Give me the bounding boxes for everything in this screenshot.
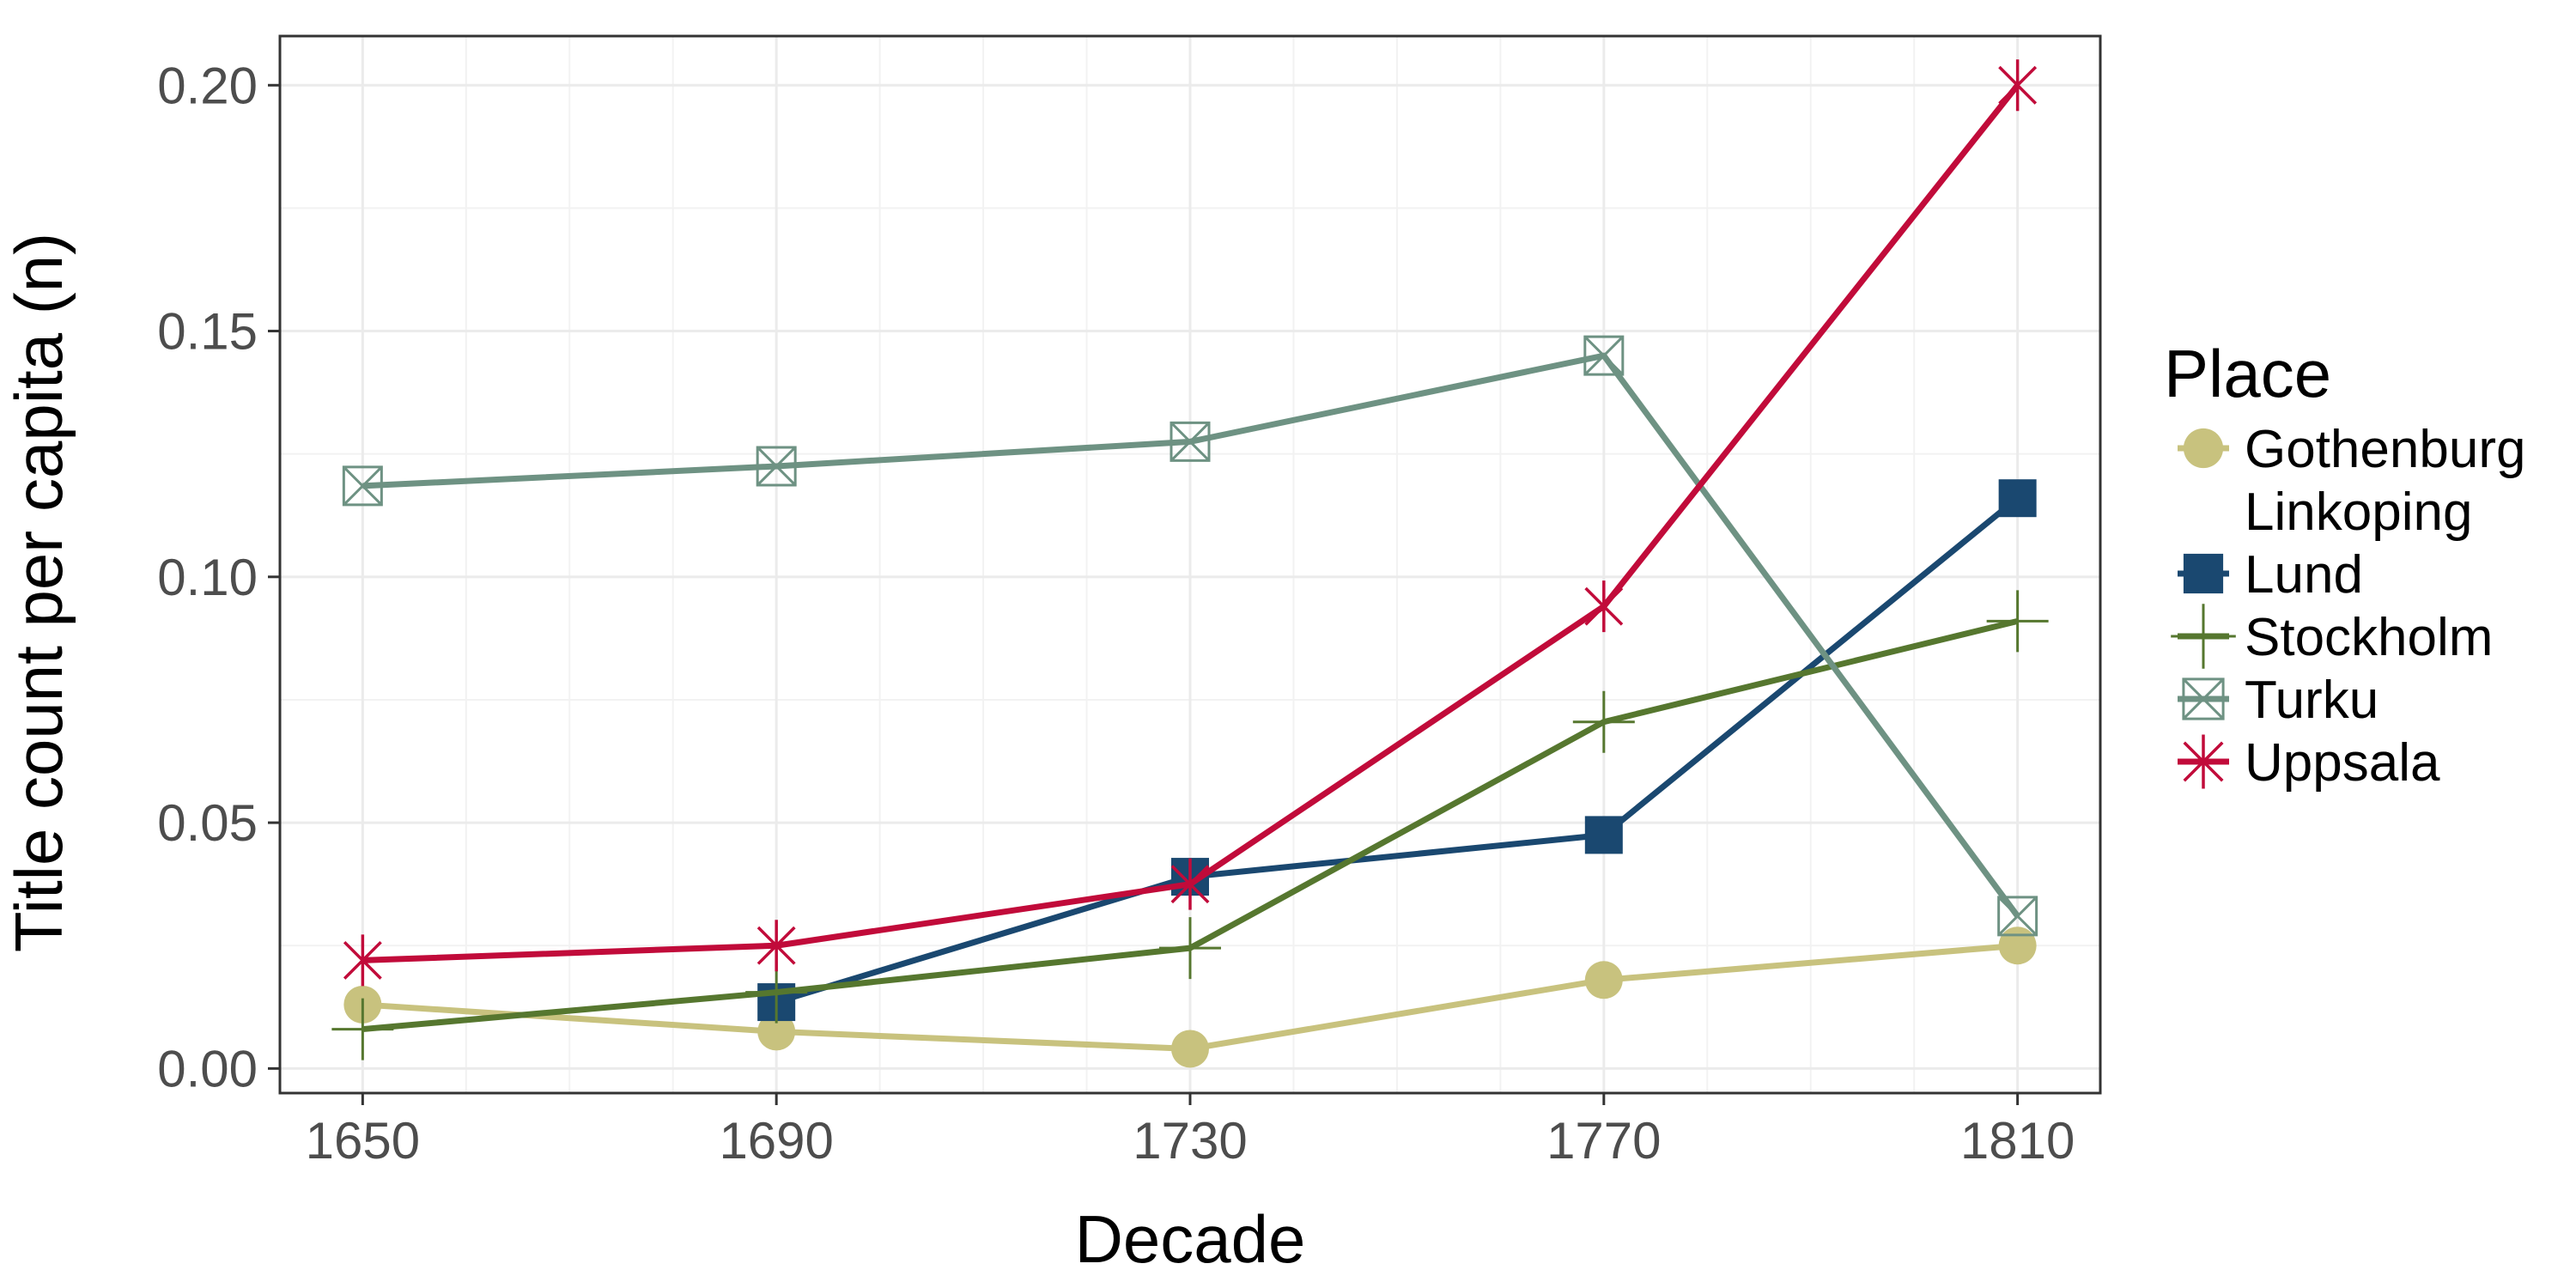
x-tick-label: 1810 (1960, 1112, 2075, 1170)
data-point-uppsala (343, 934, 382, 987)
data-point-stockholm (1986, 590, 2049, 653)
legend: Place GothenburgLinkopingLundStockholmTu… (2164, 336, 2525, 793)
series-line-lund (775, 495, 2020, 1005)
data-point-stockholm (331, 998, 394, 1060)
legend-key-marker (2171, 604, 2236, 669)
series-lund (757, 479, 2037, 1022)
data-point-uppsala (1170, 858, 1210, 910)
x-tick-label: 1770 (1546, 1112, 1661, 1170)
legend-title: Place (2164, 336, 2331, 411)
legend-item-gothenburg: Gothenburg (2178, 420, 2525, 479)
legend-label: Linkoping (2245, 483, 2472, 542)
legend-label: Lund (2245, 545, 2363, 605)
data-point-turku (1997, 896, 2038, 937)
legend-key-marker (2183, 553, 2224, 594)
data-point-stockholm (1572, 690, 1635, 753)
legend-item-stockholm: Stockholm (2171, 604, 2493, 669)
y-tick-label: 0.15 (157, 303, 258, 361)
plot-area: 1650 1690 1730 1770 1810 0.00 0.05 0.10 0.15 0.20 (157, 34, 2102, 1170)
legend-item-linkoping: Linkoping (2245, 483, 2472, 542)
legend-item-uppsala: Uppsala (2178, 733, 2440, 793)
legend-label: Turku (2245, 671, 2379, 730)
data-point-turku (342, 465, 383, 507)
series-uppsala (343, 59, 2038, 987)
data-point-gothenburg (757, 1012, 796, 1051)
y-tick-label: 0.05 (157, 794, 258, 852)
data-point-stockholm (1159, 917, 1221, 980)
data-point-gothenburg (1171, 1030, 1209, 1068)
data-point-gothenburg (1998, 927, 2037, 965)
legend-item-lund: Lund (2178, 545, 2363, 605)
series-turku (342, 335, 2038, 937)
y-tick-label: 0.00 (157, 1040, 258, 1097)
panel-border (278, 34, 2102, 1095)
y-tick-label: 0.20 (157, 57, 258, 114)
data-point-gothenburg (1584, 961, 1623, 999)
x-tick-label: 1730 (1133, 1112, 1247, 1170)
data-point-turku (756, 446, 797, 487)
legend-item-turku: Turku (2178, 671, 2379, 730)
x-tick-label: 1650 (306, 1112, 420, 1170)
x-tick-label: 1690 (719, 1112, 833, 1170)
legend-label: Stockholm (2245, 608, 2493, 667)
legend-key-marker (2182, 677, 2225, 720)
data-point-uppsala (756, 920, 796, 972)
data-point-turku (1583, 335, 1625, 376)
data-point-turku (1170, 421, 1211, 462)
legend-label: Uppsala (2245, 733, 2440, 793)
legend-label: Gothenburg (2245, 420, 2525, 479)
series-stockholm (331, 590, 2049, 1060)
data-point-stockholm (745, 961, 808, 1024)
x-axis-title: Decade (1075, 1201, 1306, 1277)
data-point-lund (1998, 479, 2037, 518)
data-point-lund (1584, 816, 1623, 854)
data-point-uppsala (1998, 59, 2038, 112)
legend-key-marker (2183, 428, 2224, 469)
legend-key-marker (2183, 734, 2224, 789)
data-point-uppsala (1584, 580, 1624, 633)
y-axis-title: Title count per capita (n) (1, 233, 76, 952)
y-tick-label: 0.10 (157, 549, 258, 606)
